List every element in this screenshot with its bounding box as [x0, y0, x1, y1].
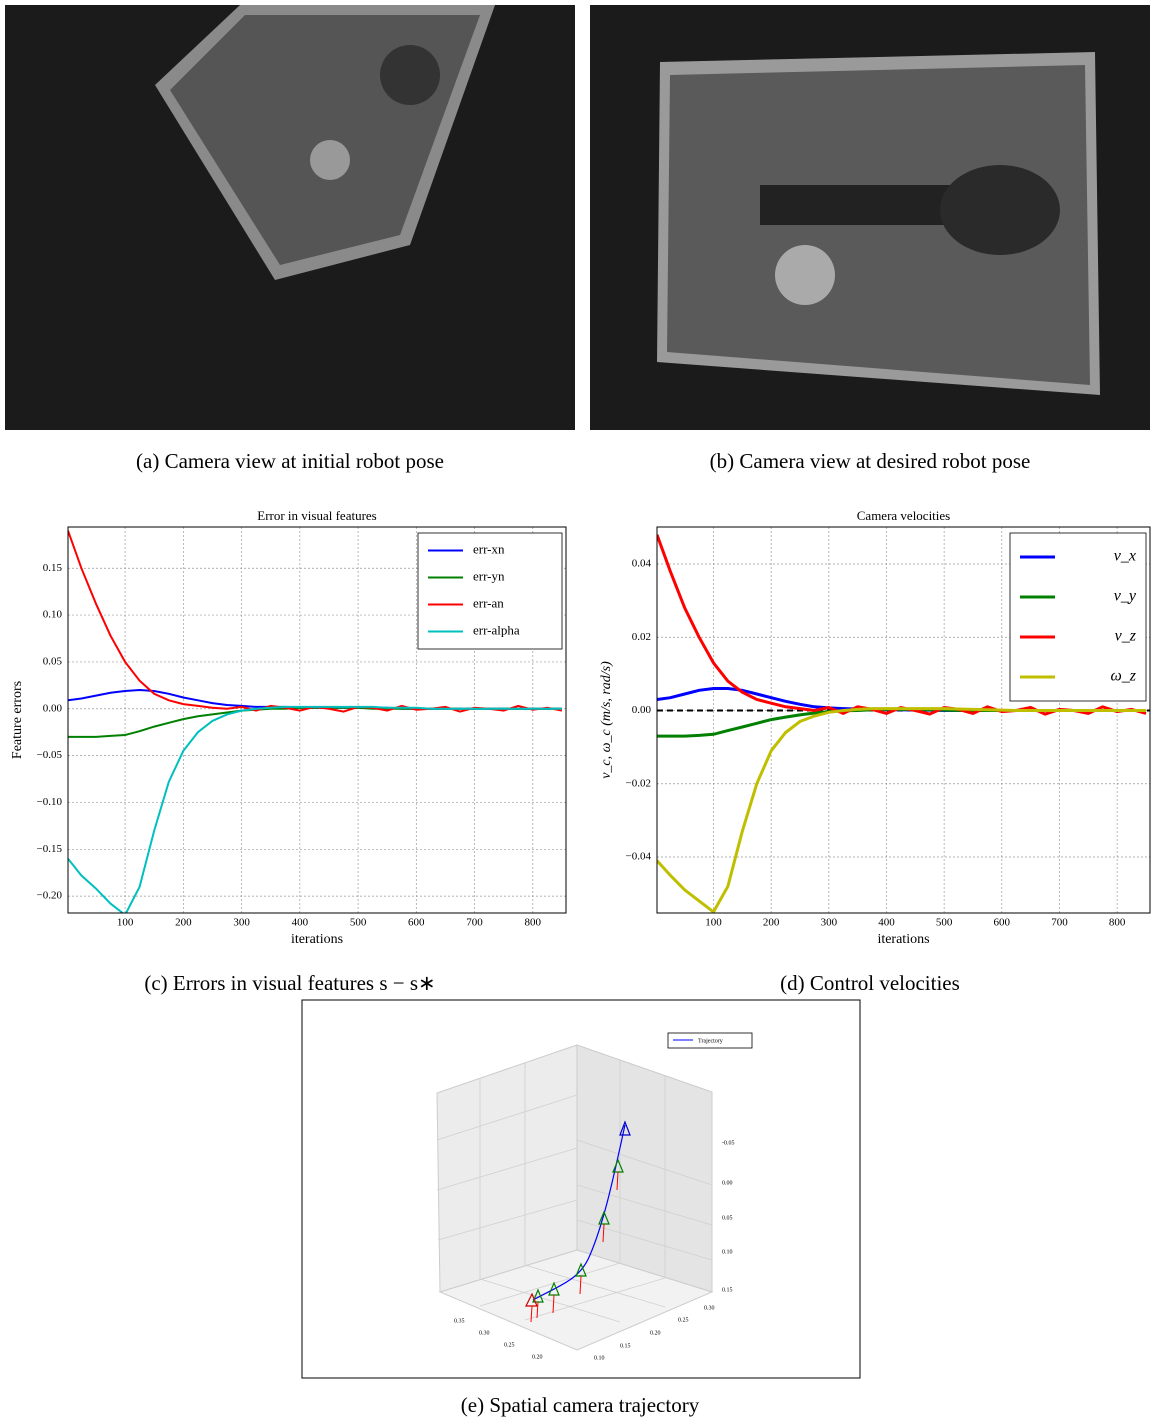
x-tick-label: 800 — [1109, 917, 1126, 929]
x-tick-label: 300 — [233, 917, 250, 929]
y-tick-label: 0.02 — [632, 631, 651, 643]
x-tick-label: 500 — [936, 917, 953, 929]
caption: (e) Spatial camera trajectory — [461, 1393, 700, 1417]
x-tick-label: 200 — [175, 917, 192, 929]
x-axis-label: iterations — [291, 932, 343, 947]
x-tick-label: 400 — [292, 917, 309, 929]
z-tick-label: -0.05 — [722, 1140, 735, 1146]
y-axis-label: Feature errors — [10, 681, 25, 759]
x-tick-label: 500 — [350, 917, 367, 929]
legend-label: err-xn — [473, 541, 505, 556]
legend-label: ω_z — [1110, 668, 1136, 685]
x-tick-label: 0.35 — [454, 1318, 465, 1324]
legend-box — [1009, 532, 1147, 702]
legend-label: Trajectory — [698, 1038, 723, 1044]
x-tick-label: 600 — [408, 917, 425, 929]
y-tick-label: 0.15 — [43, 562, 63, 574]
caption: (b) Camera view at desired robot pose — [710, 449, 1031, 473]
plot-frame — [67, 526, 567, 914]
y-tick-label: 0.05 — [43, 655, 63, 667]
x-tick-label: 300 — [821, 917, 838, 929]
legend-box — [417, 532, 563, 650]
plot-frame — [656, 526, 1151, 914]
legend-label: v_z — [1115, 628, 1137, 645]
z-tick-label: 0.15 — [722, 1287, 733, 1293]
legend-label: v_y — [1114, 588, 1137, 605]
caption: (c) Errors in visual features s − s∗ — [144, 971, 435, 995]
y-tick-label: −0.20 — [37, 890, 63, 902]
y-tick-label: 0.04 — [632, 558, 652, 570]
x-tick-label: 800 — [525, 917, 542, 929]
y-tick-label: 0.10 — [594, 1355, 605, 1361]
y-axis-label: v_c, ω_c (m/s, rad/s) — [599, 661, 614, 779]
y-tick-label: −0.02 — [626, 777, 651, 789]
x-axis-label: iterations — [877, 932, 929, 947]
caption: (a) Camera view at initial robot pose — [136, 449, 444, 473]
trajectory-3d-panel: Trajectory -0.05 0.00 0.05 0.10 0.15 0.3… — [301, 999, 861, 1379]
chart-title: Camera velocities — [857, 508, 951, 523]
x-tick-label: 0.25 — [504, 1342, 515, 1348]
z-tick-label: 0.00 — [722, 1180, 733, 1186]
x-tick-label: 100 — [117, 917, 134, 929]
y-tick-label: 0.15 — [620, 1343, 631, 1349]
x-tick-label: 400 — [878, 917, 895, 929]
camera-image-initial — [5, 5, 575, 430]
x-tick-label: 200 — [763, 917, 780, 929]
z-tick-label: 0.10 — [722, 1249, 733, 1255]
legend-label: err-yn — [473, 568, 505, 583]
legend-label: v_x — [1114, 548, 1136, 565]
x-tick-label: 0.20 — [532, 1354, 543, 1360]
x-tick-label: 700 — [1051, 917, 1068, 929]
x-tick-label: 600 — [994, 917, 1011, 929]
y-tick-label: 0.00 — [632, 704, 652, 716]
caption: (d) Control velocities — [780, 971, 960, 995]
y-tick-label: −0.15 — [37, 843, 63, 855]
chart-title: Error in visual features — [257, 508, 376, 523]
y-tick-label: 0.10 — [43, 609, 63, 621]
z-tick-label: 0.05 — [722, 1215, 733, 1221]
y-tick-label: 0.30 — [704, 1305, 715, 1311]
x-tick-label: 700 — [466, 917, 483, 929]
legend-label: err-alpha — [473, 622, 520, 637]
camera-image-desired — [590, 5, 1150, 430]
series-line — [68, 705, 562, 913]
y-tick-label: 0.25 — [678, 1317, 689, 1323]
y-tick-label: −0.04 — [626, 850, 652, 862]
x-tick-label: 0.30 — [479, 1330, 490, 1336]
series-line — [657, 707, 1146, 913]
legend-label: err-an — [473, 595, 504, 610]
y-tick-label: −0.05 — [37, 749, 63, 761]
y-tick-label: 0.20 — [650, 1330, 661, 1336]
x-tick-label: 100 — [705, 917, 722, 929]
y-tick-label: −0.10 — [37, 796, 63, 808]
y-tick-label: 0.00 — [43, 702, 63, 714]
